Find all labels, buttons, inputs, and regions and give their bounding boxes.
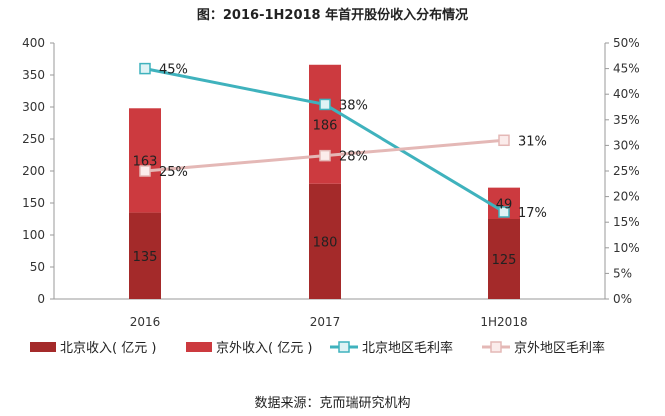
right-tick-label: 20% (613, 190, 640, 204)
line-value-label: 38% (339, 98, 368, 113)
legend-marker (338, 341, 350, 353)
right-tick-label: 50% (613, 36, 640, 50)
left-tick-label: 250 (22, 132, 45, 146)
chart-title: 图：2016-1H2018 年首开股份收入分布情况 (196, 8, 469, 23)
right-tick-label: 40% (613, 87, 640, 101)
legend-swatch (186, 342, 212, 352)
line-value-label: 25% (159, 165, 188, 180)
line-point (319, 98, 331, 111)
line-value-label: 45% (159, 63, 188, 78)
bar-value-label: 163 (133, 154, 158, 169)
left-tick-label: 350 (22, 68, 45, 82)
x-tick-label: 2016 (130, 315, 161, 329)
line-point (139, 165, 151, 177)
line-point (498, 134, 510, 147)
right-tick-label: 0% (613, 292, 632, 306)
bar (129, 108, 161, 213)
bar (309, 183, 341, 299)
left-tick-label: 150 (22, 196, 45, 210)
right-tick-label: 5% (613, 266, 632, 280)
line-point (498, 206, 510, 218)
legend-marker (490, 341, 502, 353)
bar (488, 219, 520, 299)
line-value-label: 31% (518, 134, 547, 149)
legend-swatch (30, 342, 56, 352)
left-tick-label: 100 (22, 228, 45, 242)
left-tick-label: 0 (37, 292, 45, 306)
bar (129, 212, 161, 299)
line-value-label: 17% (518, 206, 547, 221)
right-tick-label: 30% (613, 138, 640, 152)
legend-label: 北京地区毛利率 (362, 340, 453, 356)
left-tick-label: 50 (30, 260, 45, 274)
bar-value-label: 180 (313, 235, 338, 250)
bar-value-label: 49 (496, 197, 513, 212)
left-tick-label: 300 (22, 100, 45, 114)
line-point (319, 149, 331, 162)
right-tick-label: 35% (613, 113, 640, 127)
right-tick-label: 15% (613, 215, 640, 229)
x-tick-label: 1H2018 (480, 315, 527, 329)
right-tick-label: 10% (613, 241, 640, 255)
left-tick-label: 400 (22, 36, 45, 50)
left-tick-label: 200 (22, 164, 45, 178)
legend-label: 北京收入( 亿元 ) (60, 341, 156, 356)
bar (309, 64, 341, 184)
bar-value-label: 186 (313, 118, 338, 133)
legend-label: 京外地区毛利率 (514, 340, 605, 356)
right-tick-label: 45% (613, 62, 640, 76)
legend-label: 京外收入( 亿元 ) (216, 341, 312, 356)
line-point (139, 62, 151, 75)
right-tick-label: 25% (613, 164, 640, 178)
bar-value-label: 135 (133, 250, 158, 265)
x-tick-label: 2017 (310, 315, 341, 329)
source-note: 数据来源：克而瑞研究机构 (254, 396, 411, 411)
bar-value-label: 125 (492, 253, 517, 268)
line-value-label: 28% (339, 150, 368, 165)
